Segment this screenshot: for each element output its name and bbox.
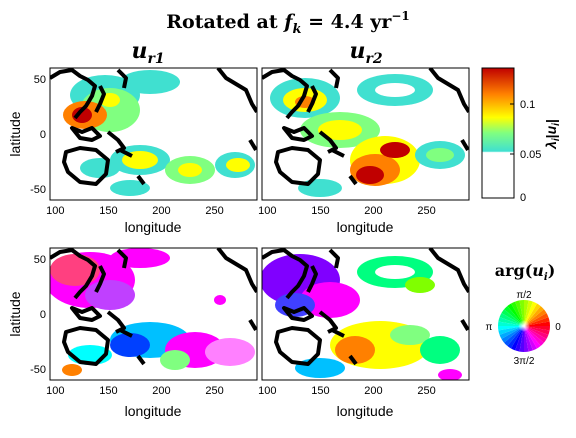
amp-region xyxy=(178,163,202,177)
amp-region xyxy=(120,70,180,94)
x-tick-label: 150 xyxy=(99,205,117,217)
panel-top-right xyxy=(261,67,470,201)
phase-label-right: 0 xyxy=(555,322,561,333)
figure-title: Rotated at fk = 4.4 yr−1 xyxy=(166,9,410,37)
colorbar-label: λi|ui| xyxy=(543,119,562,150)
x-tick-label: 100 xyxy=(258,205,276,217)
phase-label-top: π/2 xyxy=(516,290,532,301)
colorbar: 0 0.05 0.1 λi|ui| xyxy=(481,67,562,204)
phase-wheel: arg(ui) π/2 π 0 3π/2 xyxy=(486,261,562,367)
colorbar-tick: 0.1 xyxy=(520,99,535,111)
panel-bottom-right xyxy=(261,247,470,381)
phase-region xyxy=(295,358,345,378)
phase-region xyxy=(438,369,462,380)
xlabel-top-left: longitude xyxy=(125,219,182,235)
phase-region xyxy=(405,277,435,293)
panel-title-ur2: ur2 xyxy=(349,38,382,67)
panel-title-ur1: ur1 xyxy=(131,38,164,67)
amp-region xyxy=(380,142,410,158)
amp-region xyxy=(375,83,415,97)
xlabel-top-right: longitude xyxy=(337,219,394,235)
phase-label-left: π xyxy=(486,322,493,333)
panel-bottom-left xyxy=(49,247,258,381)
phase-region xyxy=(375,265,415,279)
coastline xyxy=(262,68,469,186)
x-tick-label: 250 xyxy=(417,205,435,217)
y-tick-label: -50 xyxy=(30,184,46,196)
x-tick-label: 150 xyxy=(311,385,329,397)
amp-region xyxy=(110,180,150,196)
x-tick-label: 250 xyxy=(417,385,435,397)
amp-region xyxy=(72,107,92,123)
phase-region xyxy=(62,364,82,376)
xlabel-bottom-left: longitude xyxy=(125,403,182,419)
x-tick-label: 200 xyxy=(152,385,170,397)
panel-border xyxy=(261,247,470,381)
colorbar-tick: 0 xyxy=(520,192,526,204)
y-tick-label: -50 xyxy=(30,364,46,376)
x-tick-label: 200 xyxy=(152,205,170,217)
x-tick-label: 250 xyxy=(205,205,223,217)
panel-border xyxy=(49,67,258,201)
amp-region xyxy=(318,120,362,140)
coastline xyxy=(262,248,469,366)
y-tick-label: 50 xyxy=(34,254,46,266)
phase-region xyxy=(205,338,255,366)
phase-region xyxy=(110,333,150,357)
phase-region xyxy=(300,282,360,318)
y-tick-label: 0 xyxy=(40,129,46,141)
phase-region xyxy=(85,280,135,310)
amp-region xyxy=(80,158,120,178)
amp-region xyxy=(226,158,250,172)
amp-region xyxy=(426,148,454,162)
x-tick-label: 150 xyxy=(99,385,117,397)
x-tick-label: 100 xyxy=(46,205,64,217)
x-tick-label: 200 xyxy=(364,205,382,217)
coastline xyxy=(50,68,257,186)
panel-border xyxy=(261,67,470,201)
ylabel-bottom: latitude xyxy=(7,291,23,336)
panel-border xyxy=(49,247,258,381)
amp-region xyxy=(356,166,384,184)
x-tick-label: 200 xyxy=(364,385,382,397)
y-tick-label: 0 xyxy=(40,309,46,321)
y-tick-label: 50 xyxy=(34,74,46,86)
phase-region xyxy=(390,325,430,345)
x-tick-label: 150 xyxy=(311,205,329,217)
phase-map-ur2 xyxy=(262,254,462,380)
colorbar-gradient xyxy=(481,67,515,199)
panel-top-left xyxy=(49,67,258,201)
ylabel-top: latitude xyxy=(7,111,23,156)
phase-wheel-title: arg(ui) xyxy=(495,261,556,283)
phase-region xyxy=(335,336,375,364)
phase-label-bottom: 3π/2 xyxy=(514,356,535,367)
xlabel-bottom-right: longitude xyxy=(337,403,394,419)
x-tick-label: 100 xyxy=(46,385,64,397)
coastline xyxy=(50,248,257,366)
phase-region xyxy=(420,336,460,364)
x-tick-label: 250 xyxy=(205,385,223,397)
phase-region xyxy=(160,350,190,370)
phase-region xyxy=(214,295,226,305)
colorbar-tick: 0.05 xyxy=(520,149,541,161)
x-tick-label: 100 xyxy=(258,385,276,397)
